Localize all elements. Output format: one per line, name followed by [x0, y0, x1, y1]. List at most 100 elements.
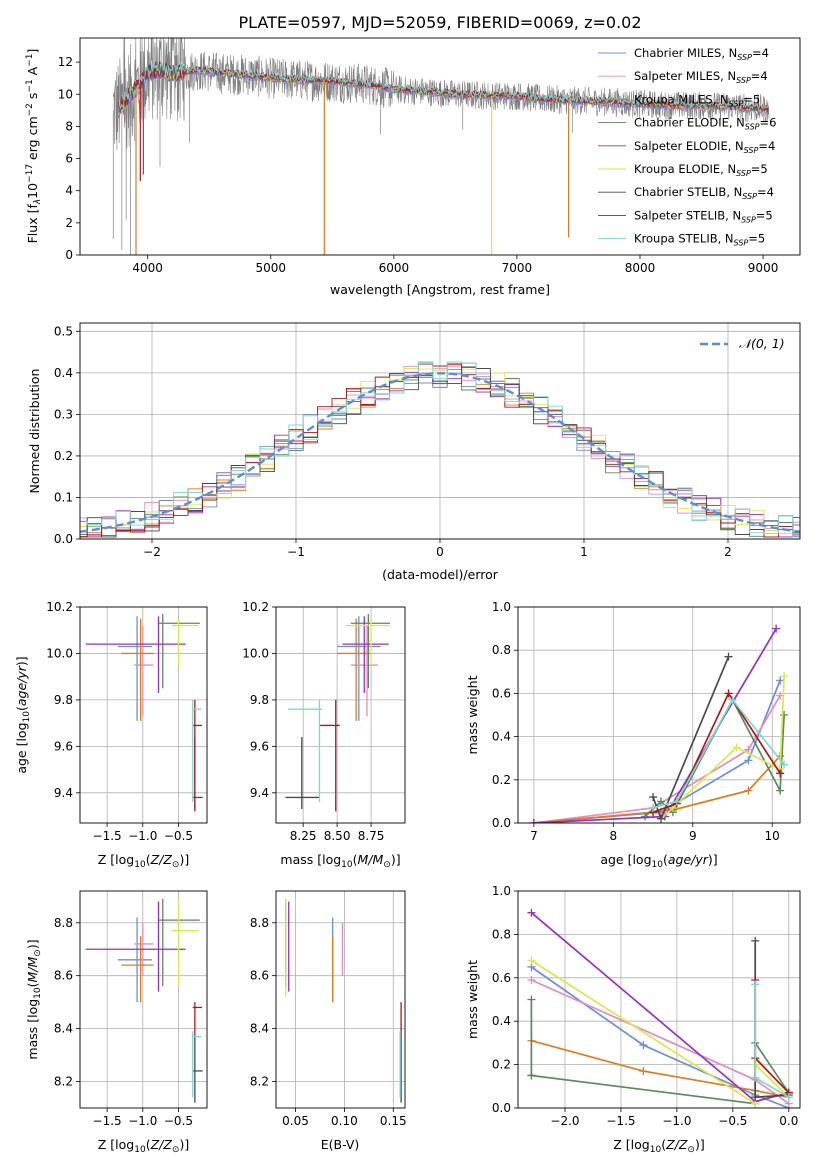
y-tick-label: 8.4: [54, 1022, 73, 1036]
plot-area: [527, 908, 793, 1108]
weight-marker: [751, 1093, 760, 1102]
label-part: 10: [134, 860, 146, 870]
x-axis-label: E(B-V): [321, 1137, 360, 1152]
label-part: )]: [14, 656, 29, 666]
x-axis-label: age [log10(age/yr)]: [600, 852, 717, 870]
legend-label-part: Salpeter MILES, N: [634, 69, 736, 83]
weight-series-4: [527, 908, 793, 1106]
model-spectrum-8: [117, 60, 769, 112]
label-part: M/M: [358, 852, 384, 867]
label-part: age [log: [600, 852, 651, 867]
legend-label: Salpeter STELIB, NSSP=5: [634, 208, 773, 224]
y-tick-label: 0.0: [492, 816, 511, 830]
y-tick-label: 10.2: [242, 600, 269, 614]
x-axis-label: Z [log10(Z/Z⊙)]: [98, 852, 189, 870]
legend-label: Kroupa STELIB, NSSP=5: [634, 232, 765, 248]
x-tick-label: −1: [287, 545, 305, 559]
y-tick-label: 8.4: [250, 1022, 269, 1036]
label-part: −1: [25, 54, 35, 67]
histogram-series-0: [80, 373, 800, 538]
label-part: (: [661, 1137, 666, 1152]
error-point-7: [192, 699, 203, 812]
plot-area: [85, 613, 203, 812]
x-tick-label: 1: [580, 545, 588, 559]
legend-label-part: SSP: [742, 192, 757, 201]
label-part: (: [353, 852, 358, 867]
legend-label-part: SSP: [736, 76, 751, 85]
label-part: Z/Z: [150, 1137, 173, 1152]
y-tick-label: 1.0: [492, 600, 511, 614]
legend-label-part: SSP: [736, 169, 751, 178]
ticks: −1.5 −1.0 −0.5 8.2 8.4 8.6 8.8: [54, 916, 193, 1128]
legend-label-part: SSP: [741, 215, 756, 224]
x-tick-label: 10: [765, 829, 780, 843]
y-tick-label: 4: [65, 184, 73, 198]
label-part: (: [146, 852, 151, 867]
weight-marker: [656, 814, 665, 823]
grid-lines: [80, 606, 207, 823]
weight-marker: [784, 1093, 793, 1102]
legend-label: Chabrier STELIB, NSSP=4: [634, 185, 774, 201]
legend-label: Kroupa ELODIE, NSSP=5: [634, 162, 768, 178]
label-part: 10: [33, 987, 43, 999]
weight-marker: [732, 743, 741, 752]
weight-marker: [751, 936, 760, 945]
x-tick-label: 8: [610, 829, 618, 843]
y-tick-label: 0.1: [54, 490, 73, 504]
weight-marker: [639, 1067, 648, 1076]
weight-line: [754, 980, 790, 1094]
y-tick-label: 0.3: [54, 407, 73, 421]
x-axis-label: Z [log10(Z/Z⊙)]: [613, 1137, 704, 1155]
histogram-series-8: [80, 361, 800, 538]
ticks: −2.0 −1.5 −1.0 −0.5 0.0 0.0 0.2 0.4 0.6 0.8 1.0: [492, 884, 798, 1128]
error-point-8: [192, 1031, 202, 1098]
error-point-4: [85, 901, 186, 992]
x-tick-label: 7000: [502, 261, 533, 275]
label-part: −2: [25, 103, 35, 116]
legend-label-part: Chabrier STELIB, N: [634, 185, 742, 199]
y-tick-label: 2: [65, 216, 73, 230]
panel-residuals: −2 −1 0 1 2 0.0 0.1 0.2 0.3 0.4 0.5 𝒩(0, 1) (data-mo…: [27, 322, 801, 582]
observed-spectrum: [112, 38, 770, 151]
label-part: 10: [134, 1145, 146, 1155]
y-tick-label: 0: [65, 248, 73, 262]
error-point-1: [134, 625, 154, 717]
legend-label-part: SSP: [729, 99, 744, 108]
legend-label: Salpeter ELODIE, NSSP=4: [634, 139, 775, 155]
x-tick-label: 6000: [379, 261, 410, 275]
error-point-2: [121, 935, 154, 1003]
x-tick-label: −1.5: [93, 829, 122, 843]
y-tick-label: 9.4: [54, 786, 73, 800]
legend-label-part: =5: [756, 208, 773, 222]
label-part: 10: [22, 711, 32, 723]
label-part: age/yr: [14, 665, 29, 706]
y-tick-label: 0.2: [492, 773, 511, 787]
label-part: (: [14, 706, 29, 711]
weight-marker: [527, 975, 536, 984]
error-point-3: [350, 613, 391, 689]
legend-label: Kroupa MILES, NSSP=5: [634, 92, 760, 108]
y-tick-label: 10.0: [242, 646, 269, 660]
error-point-3: [158, 898, 200, 987]
y-tick-label: 1.0: [492, 884, 511, 898]
grid-lines: [80, 891, 207, 1108]
x-tick-label: 0.10: [331, 1114, 358, 1128]
plot-area: [85, 898, 203, 1103]
grid-lines: [276, 606, 405, 823]
x-tick-label: −0.5: [164, 829, 193, 843]
x-tick-label: −1.0: [128, 829, 157, 843]
label-part: age [log: [14, 722, 29, 773]
label-part: mass [log: [25, 999, 40, 1060]
ticks: −1.5 −1.0 −0.5 9.4 9.6 9.8 10.0 10.2: [46, 600, 193, 843]
y-tick-label: 0.5: [54, 324, 73, 338]
legend-label-part: =5: [751, 162, 768, 176]
x-tick-label: 5000: [255, 261, 286, 275]
y-axis-label: mass weight: [465, 960, 480, 1039]
weight-marker: [649, 793, 658, 802]
plot-area: [285, 898, 402, 1103]
x-tick-label: 8000: [625, 261, 656, 275]
label-part: Z/Z: [150, 852, 173, 867]
x-tick-label: −0.5: [718, 1114, 747, 1128]
x-tick-label: 9: [689, 829, 697, 843]
